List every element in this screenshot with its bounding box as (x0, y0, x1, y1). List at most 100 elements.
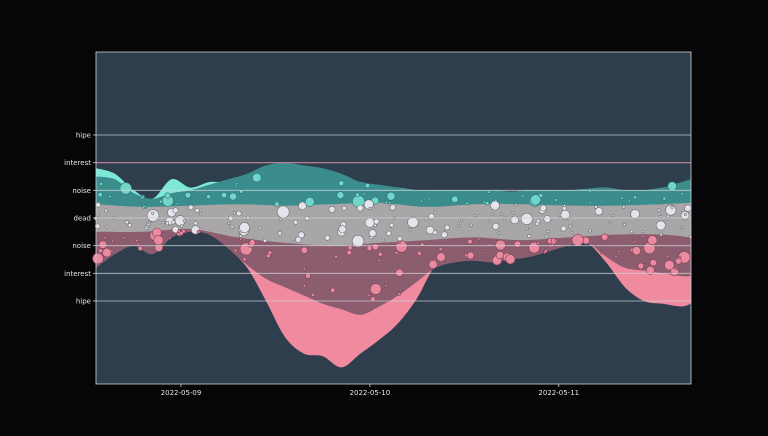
bubble-marker (684, 204, 692, 212)
bubble-marker (278, 218, 282, 222)
bubble-marker (233, 248, 238, 253)
bubble-marker (633, 195, 638, 200)
bubble-marker (490, 200, 500, 211)
bubble-marker (236, 210, 242, 217)
bubble-marker (111, 239, 115, 243)
bubble-marker (104, 208, 108, 213)
bubble-marker (425, 225, 435, 235)
bubble-marker (295, 236, 302, 243)
bubble-marker (346, 250, 352, 256)
bubble-marker (336, 191, 345, 200)
bubble-marker (397, 292, 402, 296)
bubble-marker (341, 205, 347, 211)
bubble-marker (646, 265, 655, 275)
bubble-marker (530, 194, 542, 206)
bubble-marker (641, 230, 645, 234)
bubble-marker (362, 192, 366, 196)
bubble-marker (242, 257, 247, 262)
bubble-marker (168, 236, 172, 240)
bubble-marker (495, 239, 506, 251)
bubble-marker (490, 212, 494, 216)
bubble-marker (276, 205, 290, 219)
y-tick-label: hipe (76, 132, 91, 140)
bubble-marker (310, 292, 315, 297)
bubble-marker (395, 240, 408, 253)
bubble-marker (487, 190, 491, 194)
bubble-marker (368, 229, 377, 238)
bubble-marker (495, 251, 505, 260)
bubble-marker (588, 228, 592, 233)
bubble-marker (119, 182, 132, 195)
bubble-marker (554, 239, 558, 243)
bubble-marker (617, 250, 621, 254)
bubble-marker (386, 191, 396, 201)
bubble-marker (499, 212, 503, 216)
bubble-marker (388, 201, 392, 205)
bubble-marker (98, 248, 103, 254)
bubble-marker (351, 235, 365, 248)
bubble-marker (124, 220, 129, 225)
bubble-marker (492, 222, 500, 230)
bubble-marker (111, 215, 115, 220)
bubble-marker (99, 181, 104, 186)
bubble-marker (141, 195, 145, 199)
bubble-marker (135, 239, 139, 243)
bubble-marker (230, 224, 234, 229)
bubble-marker (300, 246, 308, 254)
y-tick-label: dead (74, 215, 91, 223)
bubble-marker (662, 196, 667, 201)
bubble-marker (438, 247, 443, 251)
bubble-marker (92, 252, 104, 265)
bubble-marker (266, 253, 271, 259)
bubble-marker (528, 241, 541, 254)
bubble-marker (297, 231, 305, 239)
bubble-marker (620, 196, 624, 200)
bubble-marker (371, 243, 379, 251)
bubble-marker (298, 201, 307, 211)
bubble-marker (249, 239, 256, 246)
bubble-marker (657, 208, 661, 213)
y-tick-label: interest (64, 159, 91, 167)
bubble-marker (103, 236, 107, 240)
y-tick-label: interest (64, 270, 91, 278)
bubble-marker (198, 212, 202, 216)
bubble-marker (484, 248, 488, 252)
bubble-marker (667, 181, 677, 191)
bubble-marker (440, 231, 448, 238)
bubble-marker (427, 197, 431, 201)
bubble-marker (560, 209, 571, 220)
bubble-marker (293, 219, 299, 225)
bubble-marker (622, 222, 627, 227)
bubble-marker (105, 225, 109, 229)
bubble-marker (338, 225, 347, 234)
bubble-marker (239, 222, 250, 233)
bubble-marker (386, 230, 392, 237)
bubble-marker (473, 214, 477, 218)
x-tick-label: 2022-05-10 (350, 389, 391, 397)
bubble-marker (482, 200, 487, 204)
bubble-marker (560, 225, 567, 232)
bubble-marker (397, 236, 403, 242)
bubble-marker (397, 240, 401, 244)
bubble-marker (514, 240, 522, 248)
bubble-marker (544, 249, 548, 253)
bubble-marker (665, 255, 669, 259)
bubble-marker (554, 198, 558, 202)
bubble-marker (368, 207, 372, 211)
bubble-marker (136, 242, 140, 246)
bubble-marker (505, 254, 516, 265)
bubble-marker (258, 225, 262, 230)
bubble-marker (302, 267, 306, 271)
bubble-marker (196, 230, 201, 234)
negative-dark-area (96, 218, 691, 315)
bubble-marker (428, 213, 435, 220)
bubble-marker (338, 180, 345, 187)
bubble-marker (370, 296, 376, 302)
bubble-marker (171, 220, 176, 225)
bubble-marker (384, 200, 389, 205)
bubble-marker (330, 287, 336, 293)
bubble-marker (291, 240, 295, 244)
bubble-marker (601, 233, 609, 241)
bubble-marker (165, 220, 170, 225)
